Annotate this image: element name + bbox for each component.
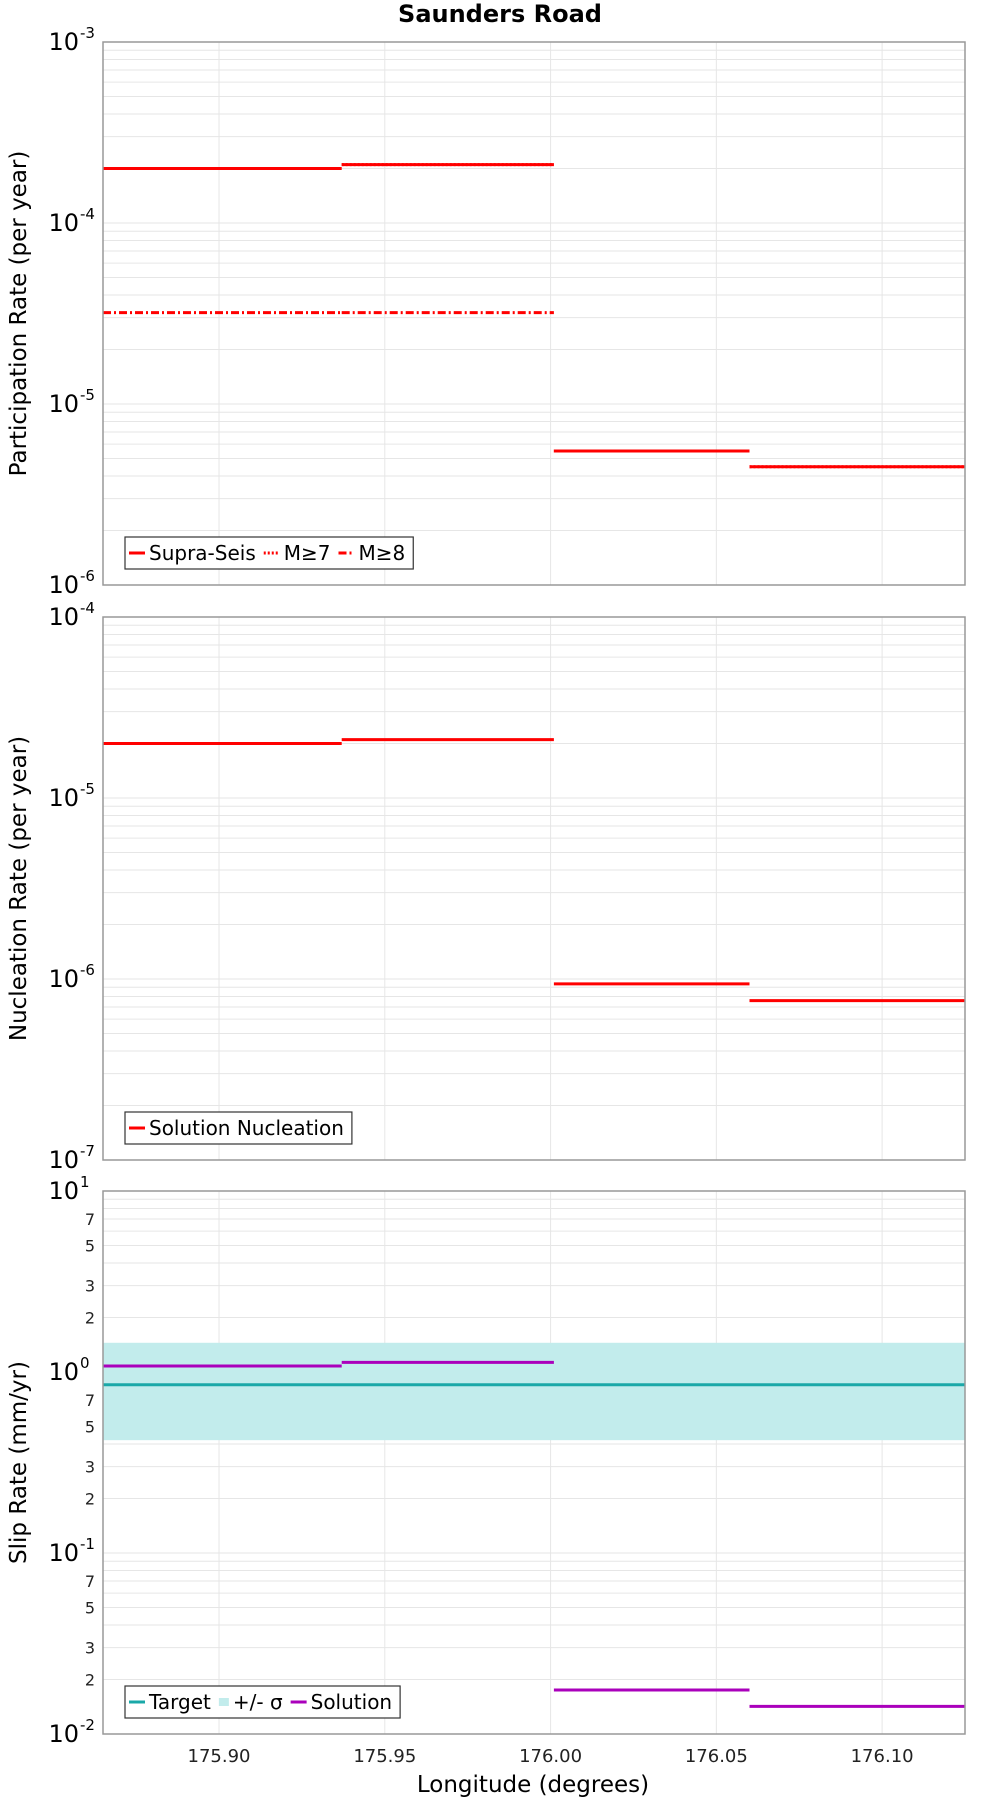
x-tick-label: 176.10 [851, 1746, 914, 1767]
y-tick-label: 10 [48, 28, 79, 56]
y-minor-tick-label: 5 [85, 1417, 95, 1436]
y-tick-label: 10 [48, 603, 79, 631]
y-tick-exponent: -6 [80, 961, 95, 979]
y-minor-tick-label: 2 [85, 1671, 95, 1690]
y-minor-tick-label: 7 [85, 1572, 95, 1591]
y-tick-exponent: -5 [80, 780, 95, 798]
x-tick-label: 176.05 [685, 1746, 748, 1767]
legend-box [124, 1685, 401, 1719]
x-tick-label: 175.95 [353, 1746, 416, 1767]
sigma-band [103, 1342, 965, 1441]
legend-label: Solution Nucleation [149, 1116, 344, 1140]
y-tick-exponent: -2 [80, 1716, 95, 1734]
y-axis-title: Participation Rate (per year) [6, 151, 32, 477]
plot-frame [102, 1190, 966, 1735]
y-tick-exponent: 1 [80, 1173, 90, 1191]
y-tick-exponent: -3 [80, 24, 95, 42]
legend-label: M≥8 [359, 541, 406, 565]
legend-swatch [218, 1698, 229, 1706]
legend-label: Target [148, 1690, 211, 1714]
x-tick-label: 175.90 [188, 1746, 251, 1767]
chart-title: Saunders Road [398, 0, 602, 28]
y-axis-title: Slip Rate (mm/yr) [6, 1361, 32, 1564]
legend-label: +/- σ [233, 1690, 283, 1714]
y-tick-exponent: -6 [80, 567, 95, 585]
y-tick-exponent: -4 [80, 599, 95, 617]
legend: Target +/- σ Solution [124, 1685, 401, 1719]
y-axis-title: Nucleation Rate (per year) [6, 736, 32, 1041]
y-tick-label: 10 [48, 209, 79, 237]
y-tick-label: 10 [48, 571, 79, 599]
y-minor-tick-label: 7 [85, 1210, 95, 1229]
y-minor-tick-label: 5 [85, 1598, 95, 1617]
legend-label: Solution [311, 1690, 392, 1714]
y-tick-exponent: -1 [80, 1535, 95, 1553]
x-tick-label: 176.00 [519, 1746, 582, 1767]
legend-box [124, 1111, 353, 1145]
y-tick-exponent: -5 [80, 386, 95, 404]
y-tick-label: 10 [48, 1177, 79, 1205]
plot-frame [102, 41, 966, 586]
y-minor-tick-label: 3 [85, 1458, 95, 1477]
y-tick-label: 10 [48, 965, 79, 993]
legend: Supra-Seis M≥7 M≥8 [124, 536, 414, 570]
y-tick-exponent: -4 [80, 205, 95, 223]
y-minor-tick-label: 2 [85, 1309, 95, 1328]
legend-label: Supra-Seis [149, 541, 256, 565]
x-axis-title: Longitude (degrees) [417, 1772, 649, 1798]
y-minor-tick-label: 3 [85, 1639, 95, 1658]
y-minor-tick-label: 2 [85, 1490, 95, 1509]
y-tick-label: 10 [48, 1539, 79, 1567]
legend: Solution Nucleation [124, 1111, 353, 1145]
y-minor-tick-label: 5 [85, 1236, 95, 1255]
y-tick-label: 10 [48, 1358, 79, 1386]
y-tick-label: 10 [48, 390, 79, 418]
y-tick-label: 10 [48, 1720, 79, 1748]
legend-label: M≥7 [284, 541, 331, 565]
y-tick-exponent: -7 [80, 1142, 95, 1160]
y-minor-tick-label: 3 [85, 1277, 95, 1296]
y-tick-label: 10 [48, 784, 79, 812]
y-tick-exponent: 0 [80, 1354, 90, 1372]
y-minor-tick-label: 7 [85, 1391, 95, 1410]
y-tick-label: 10 [48, 1146, 79, 1174]
plot-frame [102, 616, 966, 1161]
